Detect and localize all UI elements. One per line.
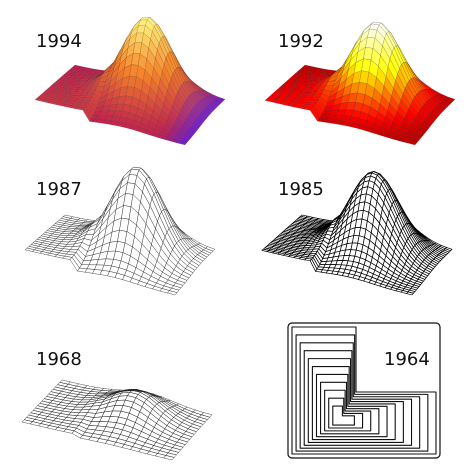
surface-patch [409, 138, 420, 143]
surface-patch [177, 140, 188, 146]
contour-line [324, 389, 372, 432]
panel-label: 1968 [36, 349, 82, 370]
contour-line [299, 342, 421, 449]
surface-patch [413, 132, 424, 139]
surface-patch [208, 102, 218, 109]
surface-patch [179, 138, 189, 143]
surface-patch [411, 135, 422, 141]
contour-line [315, 373, 388, 438]
surface-patch [199, 111, 209, 119]
surface-patch [183, 134, 193, 139]
contour-line [320, 381, 380, 435]
surface-patch [406, 291, 415, 296]
contour-line [311, 365, 396, 441]
surface-patch [407, 140, 418, 146]
surface-patch [167, 290, 178, 296]
surface-patch [425, 115, 436, 124]
contour-line [291, 326, 437, 455]
surface-patch [205, 105, 215, 113]
contour-line [307, 358, 404, 443]
panel-label: 1964 [384, 349, 430, 370]
surface-patch [203, 107, 213, 115]
surface-patch [435, 104, 446, 112]
contour-line [332, 405, 355, 426]
surface-patch [163, 455, 175, 461]
surface-patch [188, 126, 198, 132]
surface-patch [214, 98, 224, 104]
panel-label: 1985 [278, 179, 324, 200]
surface-patch [197, 113, 208, 121]
frame [287, 322, 441, 459]
contour-line [328, 397, 364, 429]
contour-plot [287, 322, 441, 459]
panel-label: 1987 [36, 179, 82, 200]
contour-line [303, 350, 413, 446]
panel-label: 1992 [278, 31, 324, 52]
surfaces [21, 17, 456, 461]
panel-label: 1994 [36, 31, 82, 52]
contour-line [295, 334, 429, 452]
